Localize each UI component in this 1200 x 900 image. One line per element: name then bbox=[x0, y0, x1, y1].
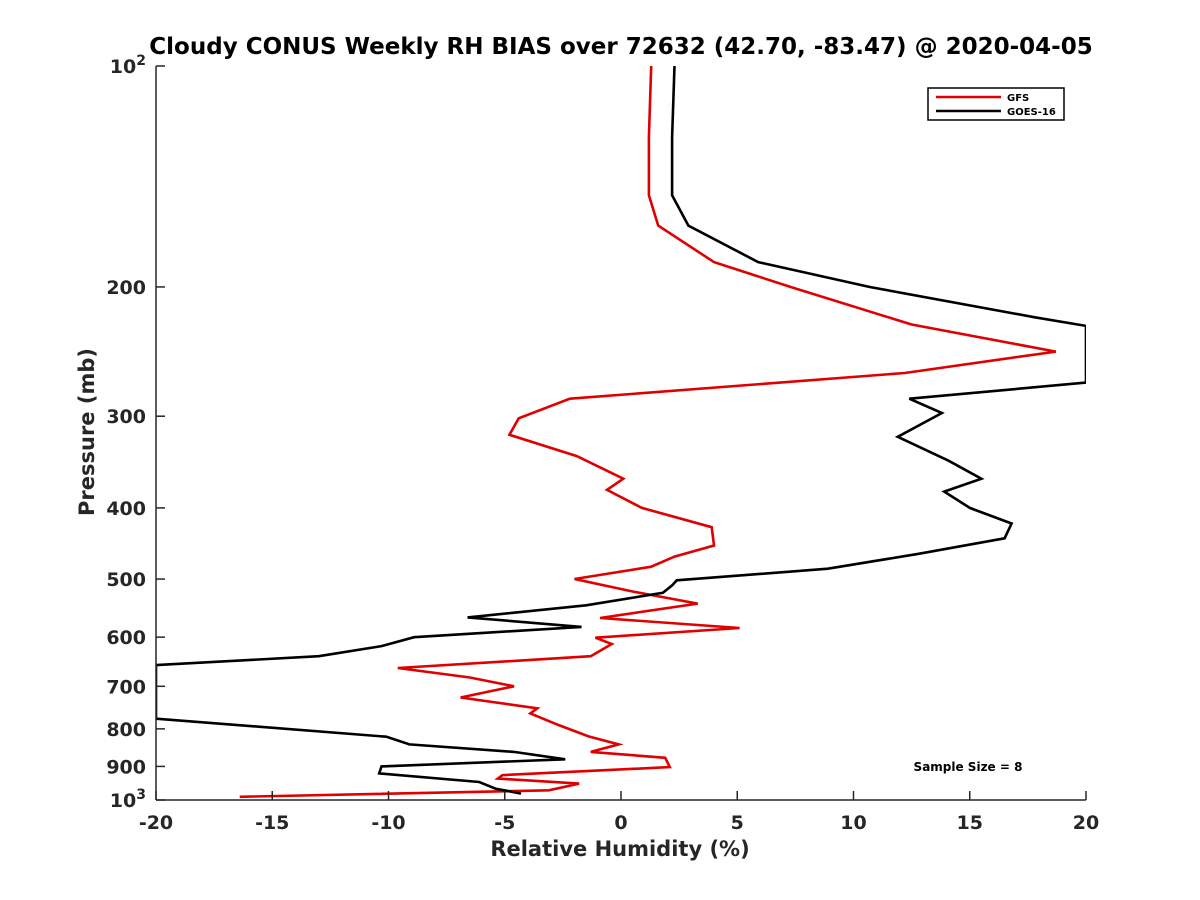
legend: GFS GOES-16 bbox=[927, 87, 1065, 121]
y-tick-label: 102 bbox=[110, 53, 146, 78]
x-tick-label: -20 bbox=[139, 812, 173, 834]
x-tick-label: 15 bbox=[957, 812, 983, 834]
chart-title: Cloudy CONUS Weekly RH BIAS over 72632 (… bbox=[149, 34, 1092, 60]
x-axis-label: Relative Humidity (%) bbox=[490, 837, 749, 861]
x-tick-label: -10 bbox=[371, 812, 405, 834]
legend-label-goes16: GOES-16 bbox=[1007, 107, 1056, 118]
series-line-goes16 bbox=[156, 66, 1086, 795]
y-tick-label: 103 bbox=[110, 787, 146, 812]
ticks-layer: -20 -15 -10 -5 0 5 10 15 20 102 200 300 400 500 600 700… bbox=[106, 53, 1099, 834]
y-tick-label: 700 bbox=[106, 676, 146, 698]
y-tick-label: 600 bbox=[106, 627, 146, 649]
y-tick-label: 200 bbox=[106, 277, 146, 299]
series-line-gfs bbox=[239, 66, 1057, 799]
series-layer bbox=[156, 66, 1086, 799]
y-tick-label: 500 bbox=[106, 569, 146, 591]
legend-label-gfs: GFS bbox=[1007, 93, 1029, 104]
x-tick-label: -5 bbox=[494, 812, 515, 834]
y-tick-label: 300 bbox=[106, 406, 146, 428]
y-tick-label: 800 bbox=[106, 719, 146, 741]
x-tick-label: 20 bbox=[1073, 812, 1099, 834]
x-tick-label: -15 bbox=[255, 812, 289, 834]
legend-box bbox=[927, 87, 1065, 121]
y-tick-label: 400 bbox=[106, 498, 146, 520]
sample-size-annotation: Sample Size = 8 bbox=[914, 760, 1023, 774]
y-axis-label: Pressure (mb) bbox=[75, 348, 99, 516]
x-tick-label: 5 bbox=[731, 812, 744, 834]
y-tick-label: 900 bbox=[106, 756, 146, 778]
x-tick-label: 10 bbox=[840, 812, 866, 834]
x-tick-label: 0 bbox=[614, 812, 627, 834]
